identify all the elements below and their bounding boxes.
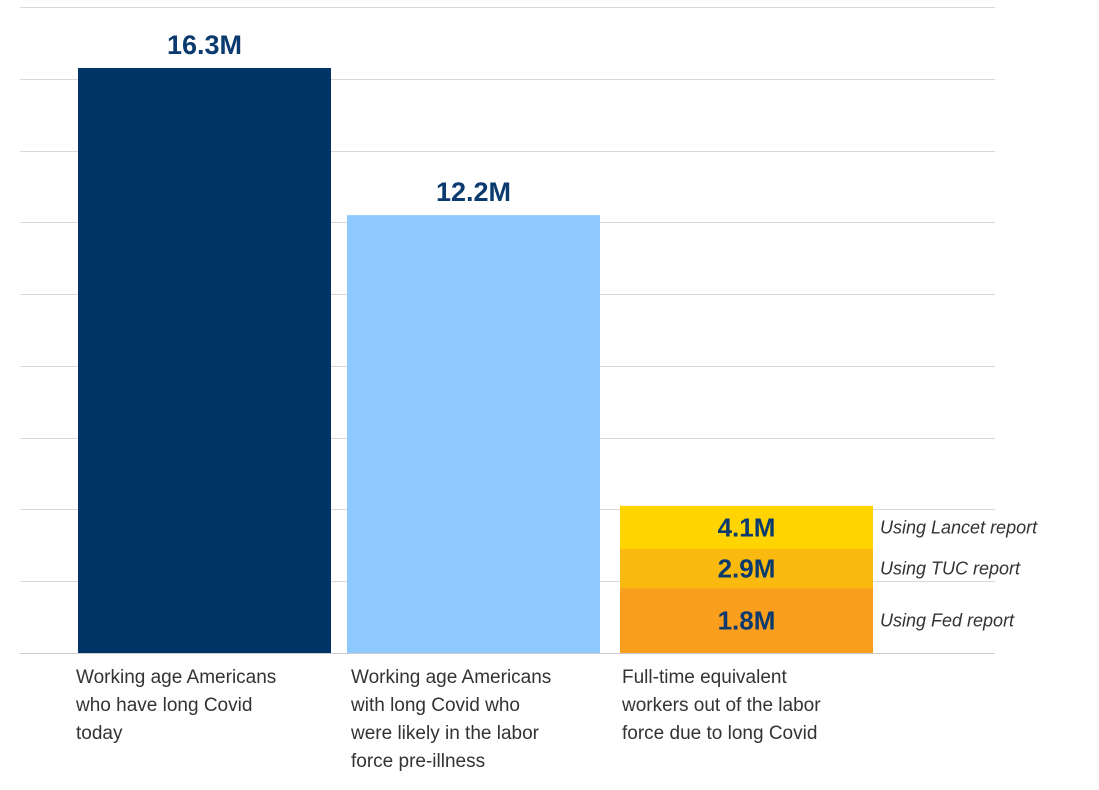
bar (347, 215, 600, 653)
category-label-line: with long Covid who (351, 695, 520, 716)
estimate-segment (620, 588, 873, 653)
category-label-line: Full-time equivalent (622, 667, 787, 688)
category-label-line: were likely in the labor (351, 723, 539, 744)
estimate-value-label: 1.8M (718, 606, 776, 636)
category-label-line: workers out of the labor (622, 695, 821, 716)
category-label-line: Working age Americans (76, 667, 277, 688)
category-label-line: Working age Americans (351, 667, 552, 688)
category-label-3: Full-time equivalent workers out of the l… (622, 664, 882, 748)
category-label-1: Working age Americans who have long Covid… (76, 664, 336, 748)
category-label-line: force due to long Covid (622, 723, 818, 744)
estimate-note: Using Lancet report (880, 517, 1038, 537)
estimate-value-label: 2.9M (718, 554, 776, 584)
bar-value-label: 16.3M (167, 30, 242, 60)
category-label-line: force pre-illness (351, 751, 486, 772)
bar (78, 68, 331, 653)
bar-value-label: 12.2M (436, 177, 511, 207)
category-label-line: who have long Covid (76, 695, 253, 716)
category-label-2: Working age Americans with long Covid who… (351, 664, 611, 776)
estimate-value-label: 4.1M (718, 512, 776, 542)
estimate-note: Using TUC report (880, 559, 1021, 579)
estimate-note: Using Fed report (880, 611, 1015, 631)
category-label-line: today (76, 723, 123, 744)
